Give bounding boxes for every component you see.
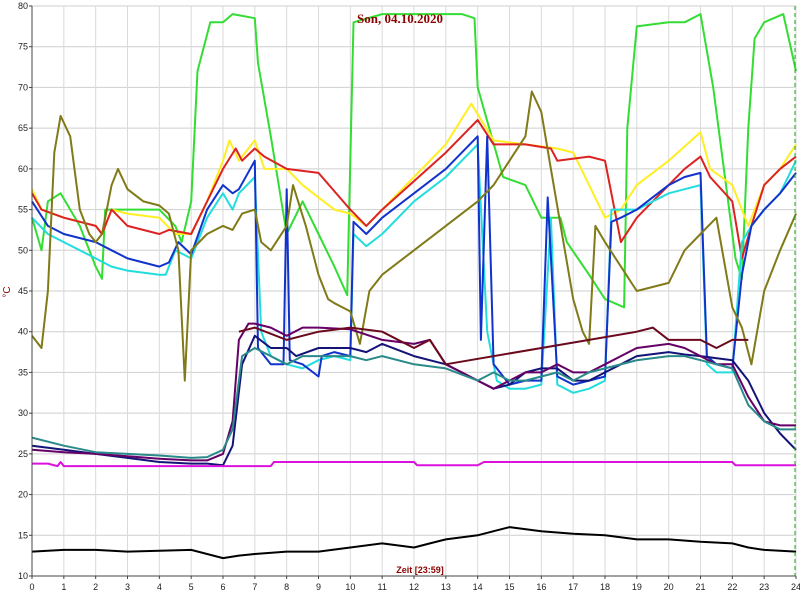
axes — [29, 5, 797, 579]
x-tick-label: 2 — [93, 582, 98, 592]
series-line-4 — [31, 143, 797, 394]
x-axis-label: Zeit [23:59] — [396, 565, 444, 575]
x-tick-label: 15 — [504, 582, 514, 592]
x-tick-label: 18 — [600, 582, 610, 592]
series-layer — [31, 13, 797, 560]
y-tick-label: 10 — [18, 571, 28, 581]
x-tick-label: 22 — [727, 582, 737, 592]
y-tick-label: 40 — [18, 327, 28, 337]
y-tick-label: 80 — [18, 1, 28, 11]
x-tick-label: 19 — [632, 582, 642, 592]
x-tick-label: 21 — [695, 582, 705, 592]
series-line-2 — [31, 102, 797, 235]
x-tick-label: 8 — [284, 582, 289, 592]
y-tick-label: 35 — [18, 367, 28, 377]
y-tick-label: 25 — [18, 449, 28, 459]
y-tick-label: 75 — [18, 42, 28, 52]
x-tick-label: 23 — [759, 582, 769, 592]
series-line-11 — [32, 461, 796, 468]
x-tick-label: 5 — [189, 582, 194, 592]
x-tick-label: 3 — [125, 582, 130, 592]
y-tick-label: 15 — [18, 530, 28, 540]
x-tick-label: 10 — [345, 582, 355, 592]
x-tick-label: 24 — [791, 582, 800, 592]
y-tick-label: 20 — [18, 490, 28, 500]
x-tick-label: 17 — [568, 582, 578, 592]
series-line-6 — [31, 90, 797, 382]
chart-title: Son, 04.10.2020 — [357, 11, 443, 26]
grid — [31, 5, 797, 577]
x-tick-label: 0 — [29, 582, 34, 592]
x-tick-label: 16 — [536, 582, 546, 592]
x-tick-label: 6 — [220, 582, 225, 592]
y-tick-label: 45 — [18, 286, 28, 296]
y-tick-label: 30 — [18, 408, 28, 418]
y-tick-label: 70 — [18, 82, 28, 92]
series-line-10 — [238, 326, 749, 366]
x-tick-label: 9 — [316, 582, 321, 592]
y-axis-label: °C — [2, 286, 13, 297]
x-tick-label: 14 — [473, 582, 483, 592]
y-tick-label: 65 — [18, 123, 28, 133]
x-tick-label: 13 — [441, 582, 451, 592]
y-tick-label: 60 — [18, 164, 28, 174]
y-tick-label: 55 — [18, 205, 28, 215]
series-line-1 — [31, 13, 797, 309]
series-line-8 — [31, 322, 796, 462]
series-line-12 — [31, 526, 797, 560]
x-tick-label: 11 — [377, 582, 386, 592]
x-tick-label: 12 — [409, 582, 419, 592]
series-line-3 — [31, 119, 797, 260]
y-tick-label: 50 — [18, 245, 28, 255]
x-tick-label: 1 — [61, 582, 66, 592]
series-line-9 — [31, 347, 796, 459]
x-tick-label: 4 — [157, 582, 162, 592]
x-tick-label: 20 — [664, 582, 674, 592]
x-tick-label: 7 — [252, 582, 257, 592]
